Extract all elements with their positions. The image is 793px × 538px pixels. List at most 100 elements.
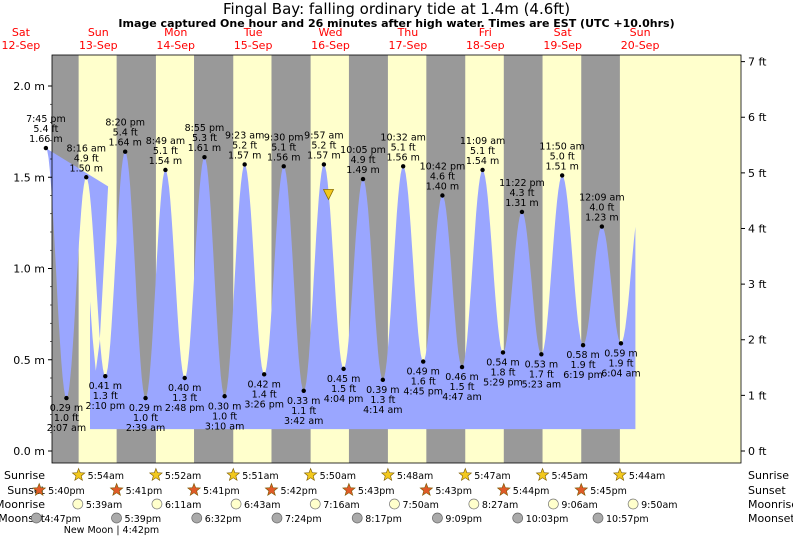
low-tide-point [380, 377, 386, 383]
sunrise-icon [535, 467, 550, 481]
low-tide-time: 3:42 am [284, 416, 323, 427]
low-tide-m: 0.42 m [247, 379, 280, 390]
sunset-time: 5:43pm [358, 486, 395, 497]
low-tide-ft: 1.1 ft [291, 406, 316, 417]
high-tide-m: 1.49 m [346, 165, 379, 176]
sunrise-icon [458, 467, 473, 481]
sunrise-icon [226, 467, 241, 481]
low-tide-point [222, 394, 227, 399]
day-label: Thu [397, 26, 419, 39]
low-tide-time: 2:10 pm [85, 401, 125, 412]
sunset-time: 5:44pm [513, 486, 550, 497]
low-tide-point [64, 395, 69, 401]
sunrise-time: 5:47am [474, 471, 510, 482]
moonset-time: 10:03pm [526, 514, 569, 525]
high-tide-ft: 5.2 ft [232, 140, 257, 151]
low-tide-m: 0.40 m [168, 383, 201, 394]
sunset-icon [496, 482, 511, 496]
high-tide-ft: 5.1 ft [271, 142, 296, 153]
low-tide-ft: 1.4 ft [252, 389, 277, 400]
sunset-icon [342, 482, 356, 496]
sunset-time: 5:45pm [590, 486, 627, 497]
high-tide-point [480, 167, 485, 173]
moonrise-icon [151, 498, 163, 510]
sunrise-time: 5:51am [242, 471, 278, 482]
high-tide-ft: 5.2 ft [311, 140, 336, 151]
low-tide-ft: 1.5 ft [450, 382, 475, 393]
date-label: 16-Sep [311, 39, 350, 52]
moonrise-time: 5:39am [86, 500, 122, 511]
low-tide-time: 6:19 pm [563, 370, 603, 381]
high-tide-point [242, 162, 247, 167]
moonset-time: 8:17pm [365, 514, 402, 525]
y-tick-label-ft: 5 ft [748, 167, 767, 180]
low-tide-point [301, 388, 306, 393]
high-tide-m: 1.61 m [188, 143, 221, 154]
y-tick-label-ft: 4 ft [748, 222, 767, 235]
high-tide-m: 1.31 m [505, 198, 538, 209]
sunset-icon [109, 482, 124, 496]
sunrise-icon [380, 467, 395, 481]
high-tide-time: 9:23 am [225, 130, 264, 141]
high-tide-ft: 5.0 ft [550, 151, 575, 162]
high-tide-ft: 4.9 ft [351, 155, 376, 166]
high-tide-ft: 4.0 ft [589, 203, 614, 214]
high-tide-m: 1.57 m [228, 150, 261, 161]
low-tide-point [421, 359, 426, 364]
low-tide-point [261, 372, 267, 377]
low-tide-ft: 1.3 ft [370, 395, 395, 406]
moonset-time: 9:09pm [445, 514, 482, 525]
low-tide-point [539, 352, 544, 357]
sunrise-icon [612, 467, 627, 481]
high-tide-m: 1.56 m [267, 152, 300, 163]
high-tide-time: 9:30 pm [264, 132, 304, 143]
high-tide-time: 11:22 pm [499, 178, 545, 189]
high-tide-m: 1.23 m [585, 213, 618, 224]
sunset-icon [264, 482, 279, 496]
high-tide-point [202, 154, 207, 160]
low-tide-ft: 1.3 ft [93, 391, 118, 402]
low-tide-ft: 1.6 ft [411, 377, 436, 388]
moonset-time: 7:24pm [285, 514, 322, 525]
sunrise-icon [71, 467, 86, 481]
date-label: 18-Sep [466, 39, 505, 52]
low-tide-time: 6:04 am [601, 368, 640, 379]
moonrise-time: 8:27am [482, 500, 518, 511]
high-tide-m: 1.57 m [307, 150, 340, 161]
low-tide-time: 5:23 am [522, 379, 561, 390]
sunrise-row-label: Sunrise [4, 469, 45, 482]
date-label: 12-Sep [2, 39, 41, 52]
moonrise-time: 9:06am [561, 500, 597, 511]
sunset-icon [187, 482, 201, 496]
high-tide-point [281, 164, 286, 169]
low-tide-time: 3:10 am [205, 421, 244, 432]
low-tide-ft: 1.0 ft [54, 413, 79, 424]
low-tide-ft: 1.9 ft [608, 358, 633, 369]
low-tide-m: 0.41 m [89, 381, 122, 392]
high-tide-point [559, 173, 565, 178]
sunrise-time: 5:45am [552, 471, 588, 482]
low-tide-m: 0.46 m [445, 372, 478, 383]
low-tide-time: 4:45 pm [403, 387, 443, 398]
moonrise-icon [389, 498, 400, 510]
sunrise-icon [148, 467, 163, 481]
low-tide-m: 0.53 m [525, 359, 558, 370]
chart-title: Fingal Bay: falling ordinary tide at 1.4… [222, 0, 571, 18]
low-tide-m: 0.29 m [129, 403, 162, 414]
moonset-icon [30, 512, 42, 524]
low-tide-ft: 1.9 ft [571, 360, 596, 371]
low-tide-time: 5:29 pm [483, 377, 523, 388]
low-tide-point [500, 350, 506, 355]
sunrise-row-label-right: Sunrise [748, 469, 789, 482]
sunset-icon [419, 482, 434, 496]
low-tide-m: 0.29 m [50, 403, 83, 414]
moonrise-time: 6:11am [165, 500, 201, 511]
low-tide-ft: 1.8 ft [490, 367, 515, 378]
moonrise-time: 6:43am [244, 500, 280, 511]
high-tide-ft: 5.1 ft [391, 142, 416, 153]
moonrise-icon [468, 498, 480, 510]
moonrise-time: 7:50am [402, 500, 438, 511]
tide-area [45, 148, 636, 430]
high-tide-m: 1.54 m [149, 156, 182, 167]
high-tide-m: 1.51 m [545, 161, 578, 172]
